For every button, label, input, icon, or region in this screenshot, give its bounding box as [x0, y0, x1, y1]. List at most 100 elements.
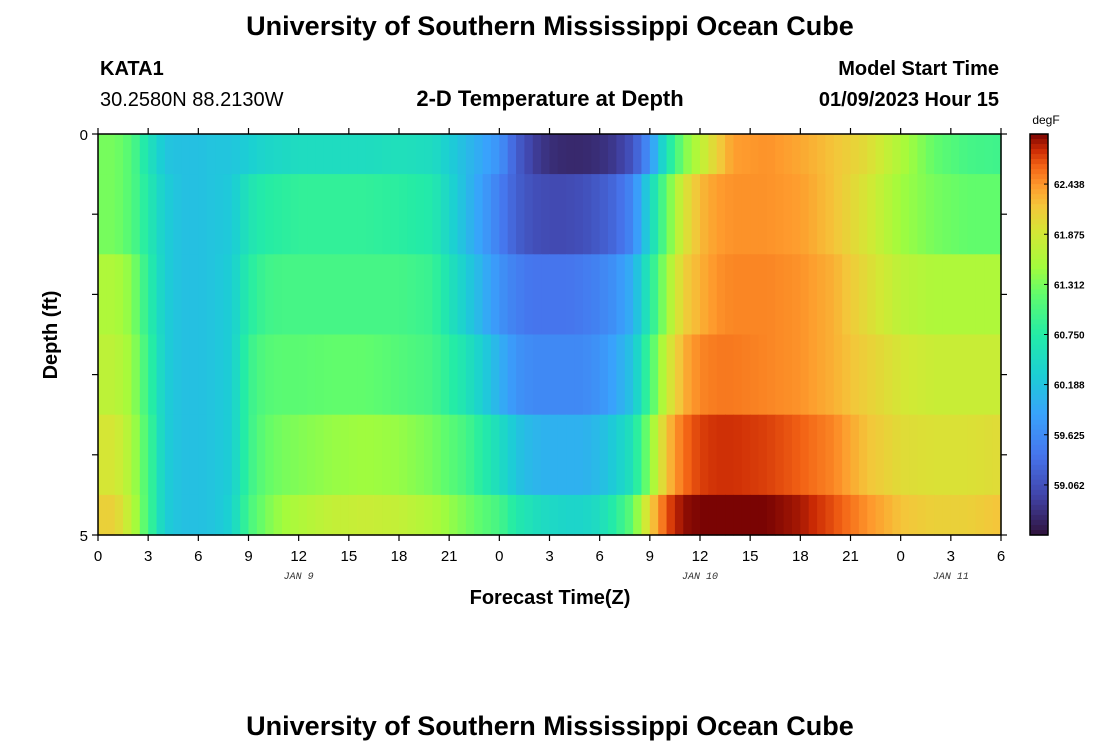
heatmap-cell [925, 134, 935, 175]
colorbar-swatch [1030, 224, 1048, 230]
heatmap-cell [833, 134, 843, 175]
heatmap-cell [164, 334, 174, 416]
heatmap-cell [189, 334, 199, 416]
heatmap-cell [457, 134, 467, 175]
heatmap-cell [98, 334, 107, 416]
x-tick-label: 3 [947, 548, 955, 565]
heatmap-cell [883, 494, 893, 536]
colorbar-swatch [1030, 244, 1048, 250]
heatmap-cell [231, 494, 241, 536]
colorbar-swatch [1030, 379, 1048, 386]
chart-title: University of Southern Mississippi Ocean… [246, 11, 854, 41]
heatmap-cell [582, 254, 592, 336]
colorbar-swatch [1030, 179, 1048, 185]
heatmap-cell [708, 254, 718, 336]
heatmap-cell [490, 134, 500, 175]
heatmap-cell [499, 174, 509, 255]
heatmap-cell [106, 174, 116, 255]
colorbar-swatch [1030, 484, 1048, 491]
colorbar-tick-label: 60.750 [1054, 331, 1085, 342]
heatmap-cell [482, 134, 492, 175]
heatmap-cell [532, 334, 542, 416]
heatmap-cell [992, 134, 1002, 175]
heatmap-cell [198, 334, 208, 416]
heatmap-cell [557, 334, 567, 416]
colorbar-swatch [1030, 204, 1048, 210]
heatmap-cell [750, 134, 760, 175]
colorbar-swatch [1030, 459, 1048, 466]
heatmap-cell [307, 414, 316, 496]
heatmap-cell [967, 254, 977, 336]
heatmap-cell [273, 334, 283, 416]
heatmap-cell [833, 414, 843, 496]
heatmap-cell [365, 414, 375, 496]
heatmap-cell [98, 494, 107, 536]
heatmap-cell [98, 414, 107, 496]
heatmap-cell [825, 134, 835, 175]
heatmap-cell [516, 494, 526, 536]
heatmap-cell [549, 414, 559, 496]
heatmap-cell [399, 494, 408, 536]
heatmap-cell [399, 174, 408, 255]
heatmap-cell [909, 414, 918, 496]
heatmap-cell [206, 134, 216, 175]
heatmap-cell [399, 334, 408, 416]
heatmap-cell [909, 254, 918, 336]
heatmap-cell [741, 134, 751, 175]
heatmap-cell [373, 334, 383, 416]
heatmap-cell [725, 254, 735, 336]
x-tick-label: 3 [545, 548, 553, 565]
y-tick-label: 0 [80, 127, 88, 144]
heatmap-cell [791, 254, 801, 336]
heatmap-cell [440, 174, 450, 255]
heatmap-cell [741, 334, 751, 416]
heatmap-cell [449, 254, 459, 336]
heatmap-cell [599, 494, 609, 536]
heatmap-cell [106, 254, 116, 336]
heatmap-cell [198, 254, 208, 336]
heatmap-cell [758, 134, 768, 175]
heatmap-cell [265, 174, 275, 255]
heatmap-cell [557, 494, 567, 536]
heatmap-cell [574, 414, 584, 496]
heatmap-cell [942, 334, 952, 416]
heatmap-cell [716, 174, 726, 255]
heatmap-cell [808, 414, 818, 496]
colorbar-swatch [1030, 444, 1048, 451]
heatmap-cell [148, 174, 158, 255]
heatmap-cell [281, 494, 291, 536]
colorbar-swatch [1030, 509, 1048, 516]
colorbar-swatch [1030, 369, 1048, 376]
heatmap-cell [917, 334, 927, 416]
heatmap-cell [700, 414, 709, 496]
heatmap-cell [189, 174, 199, 255]
heatmap-cell [307, 174, 316, 255]
heatmap-cell [883, 414, 893, 496]
heatmap-cell [332, 174, 342, 255]
x-tick-label: 15 [340, 548, 357, 565]
colorbar-tick-label: 60.188 [1054, 381, 1085, 392]
heatmap-cell [173, 174, 183, 255]
heatmap-cell [248, 174, 258, 255]
heatmap-cell [934, 174, 944, 255]
heatmap-cell [432, 134, 442, 175]
colorbar-swatch [1030, 284, 1048, 290]
colorbar-swatch [1030, 274, 1048, 280]
heatmap-cell [775, 414, 785, 496]
heatmap-cell [683, 334, 693, 416]
heatmap-cell [942, 254, 952, 336]
heatmap-cell [842, 494, 852, 536]
colorbar-swatch [1030, 154, 1048, 160]
heatmap-cell [348, 414, 358, 496]
heatmap-cell [959, 334, 969, 416]
heatmap-cell [231, 414, 241, 496]
heatmap-cell [532, 414, 542, 496]
heatmap-cell [833, 334, 843, 416]
heatmap-cell [658, 414, 668, 496]
heatmap-cell [725, 414, 735, 496]
heatmap-cell [658, 254, 668, 336]
colorbar-swatch [1030, 439, 1048, 446]
heatmap-cell [206, 174, 216, 255]
heatmap-cell [298, 334, 308, 416]
